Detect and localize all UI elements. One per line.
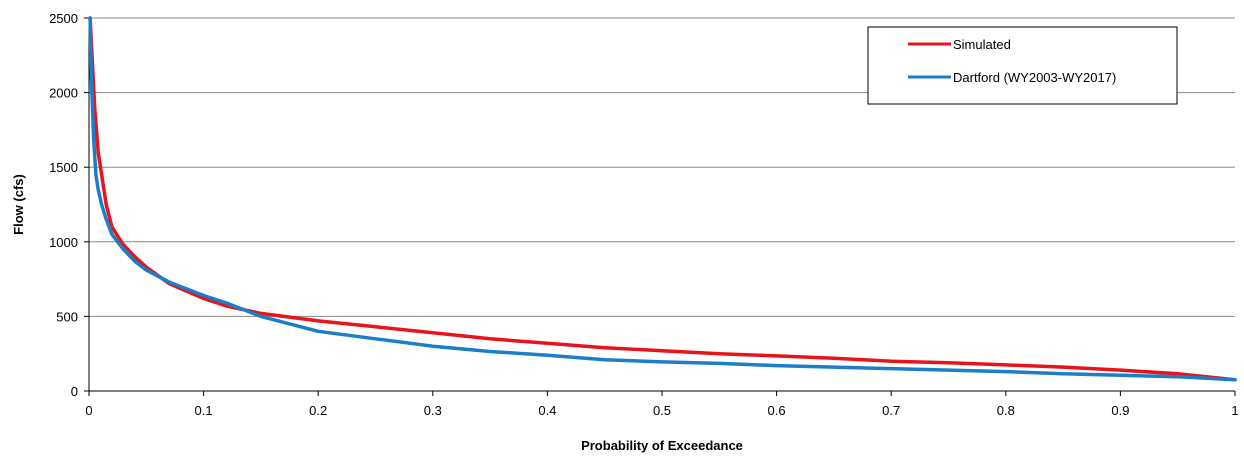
legend-box (867, 26, 1178, 105)
x-tick-label-0: 0 (85, 403, 92, 418)
y-tick-label-4: 2000 (49, 86, 78, 101)
series-lines (88, 16, 1237, 382)
legend-label-dartford: Dartford (WY2003-WY2017) (953, 70, 1116, 85)
y-tick-labels: 0 500 1000 1500 2000 2500 (49, 11, 89, 399)
x-tick-label-6: 0.6 (768, 403, 786, 418)
x-tick-label-4: 0.4 (538, 403, 556, 418)
y-tick-label-3: 1500 (49, 160, 78, 175)
x-tick-label-1: 0.1 (195, 403, 213, 418)
y-tick-label-2: 1000 (49, 235, 78, 250)
x-tick-label-2: 0.2 (309, 403, 327, 418)
series-line-1 (88, 16, 1237, 382)
x-tick-label-3: 0.3 (424, 403, 442, 418)
series-line-0 (88, 16, 1237, 382)
x-axis-title: Probability of Exceedance (581, 438, 743, 453)
y-tick-label-5: 2500 (49, 11, 78, 26)
x-tick-labels: 0 0.1 0.2 0.3 0.4 0.5 0.6 0.7 0.8 0.9 1 (85, 391, 1239, 418)
x-tick-label-7: 0.7 (882, 403, 900, 418)
legend-label-simulated: Simulated (953, 37, 1011, 52)
y-tick-label-0: 0 (71, 384, 78, 399)
legend: Simulated Dartford (WY2003-WY2017) (867, 26, 1178, 105)
x-tick-label-9: 0.9 (1111, 403, 1129, 418)
y-tick-label-1: 500 (56, 309, 78, 324)
x-tick-label-8: 0.8 (997, 403, 1015, 418)
y-axis-title: Flow (cfs) (11, 174, 26, 235)
x-tick-label-5: 0.5 (653, 403, 671, 418)
x-tick-label-10: 1 (1231, 403, 1238, 418)
